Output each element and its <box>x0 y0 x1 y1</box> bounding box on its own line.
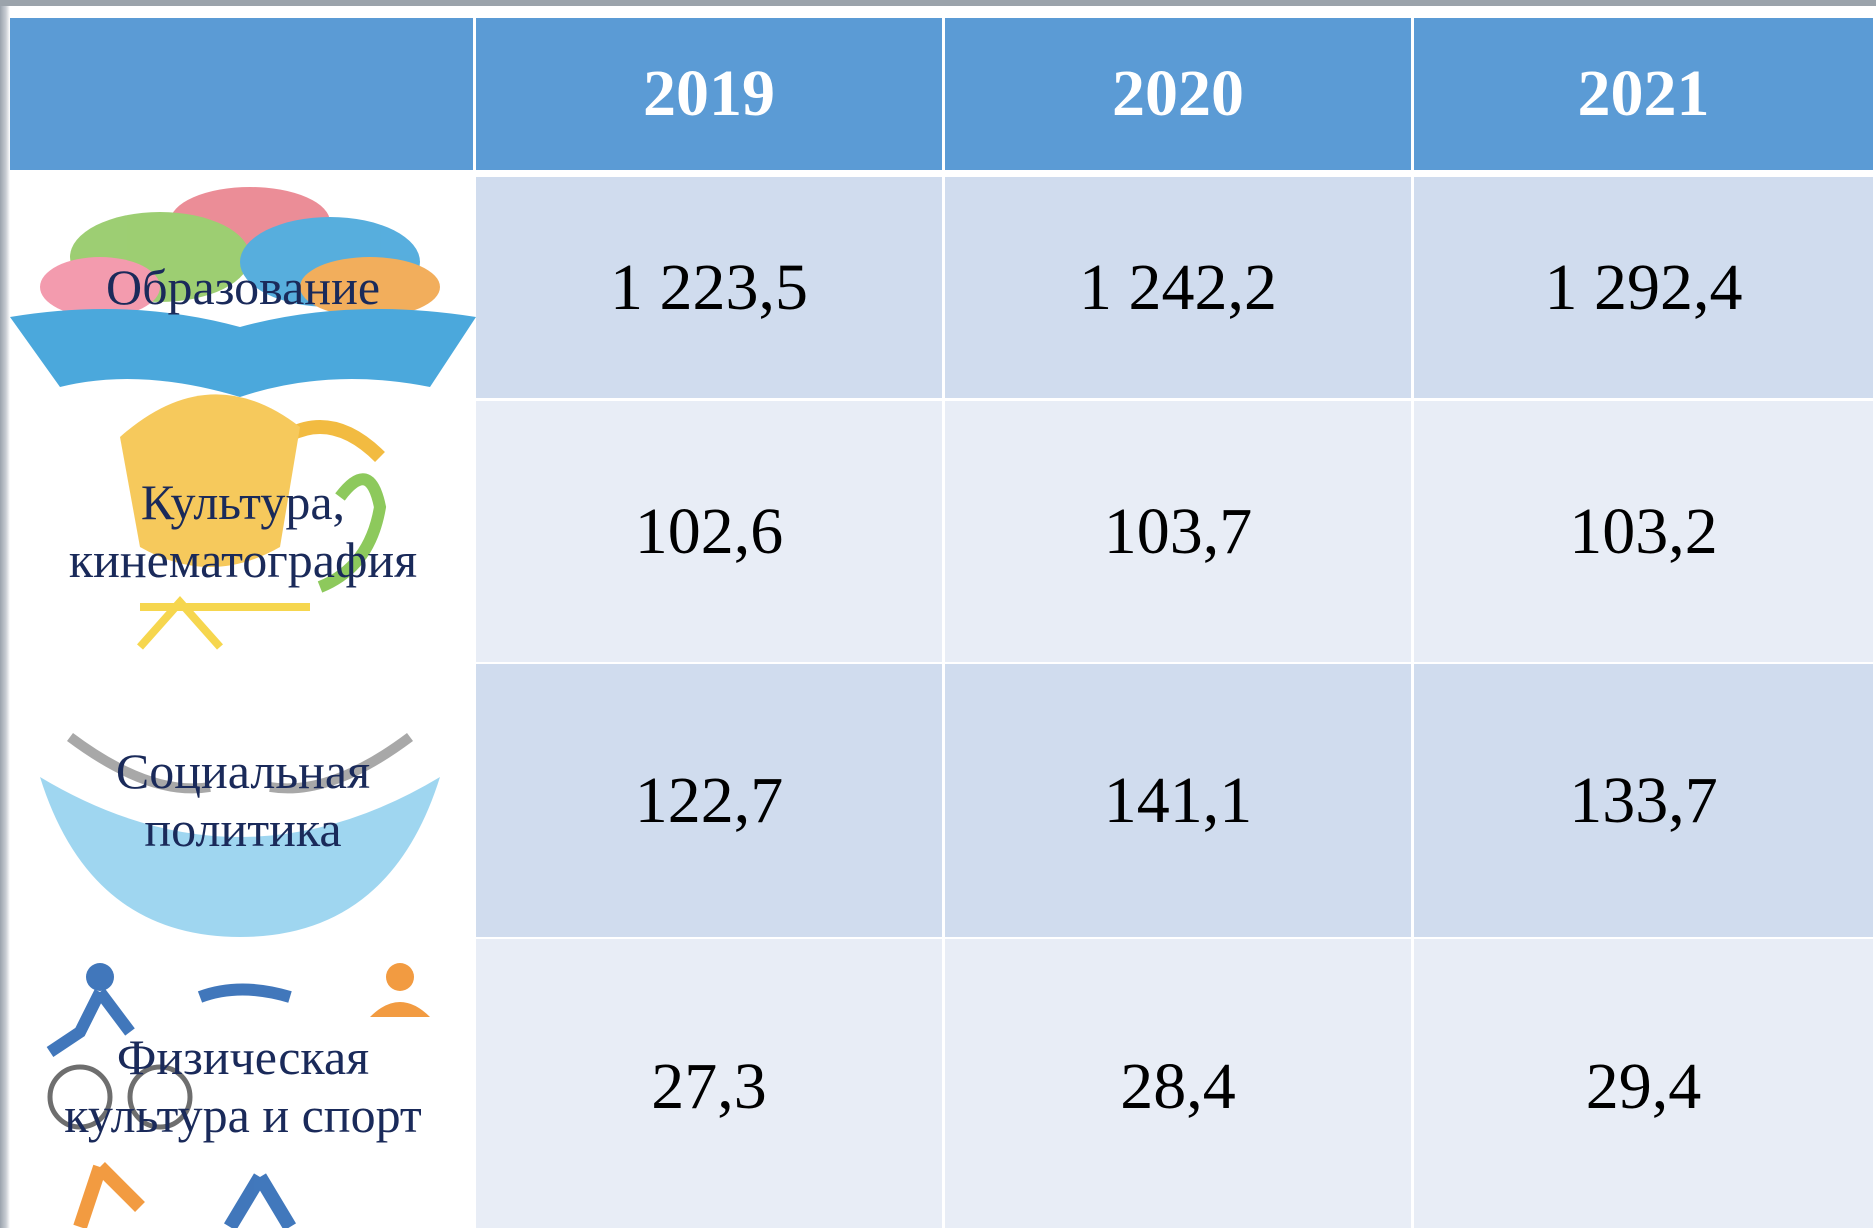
value-cell: 27,3 <box>476 939 942 1228</box>
value-cell: 29,4 <box>1414 939 1873 1228</box>
value-cell: 133,7 <box>1414 664 1873 937</box>
value-cell: 102,6 <box>476 401 942 662</box>
header-cell: 2020 <box>945 18 1411 170</box>
value-cell: 1 223,5 <box>476 177 942 398</box>
row-icons <box>10 187 476 1228</box>
value-cell: 103,7 <box>945 401 1411 662</box>
header-cell: 2021 <box>1414 18 1873 170</box>
value-cell: 141,1 <box>945 664 1411 937</box>
value-cell: 1 242,2 <box>945 177 1411 398</box>
row-label: Образование <box>105 258 381 315</box>
row-label: Культура, кинематография <box>68 474 418 588</box>
row-label: Физическая культура и спорт <box>64 1029 422 1143</box>
header-corner <box>10 18 473 170</box>
header-cell: 2019 <box>476 18 942 170</box>
value-cell: 28,4 <box>945 939 1411 1228</box>
row-label: Социальная политика <box>115 743 371 857</box>
value-cell: 1 292,4 <box>1414 177 1873 398</box>
value-cell: 103,2 <box>1414 401 1873 662</box>
value-cell: 122,7 <box>476 664 942 937</box>
